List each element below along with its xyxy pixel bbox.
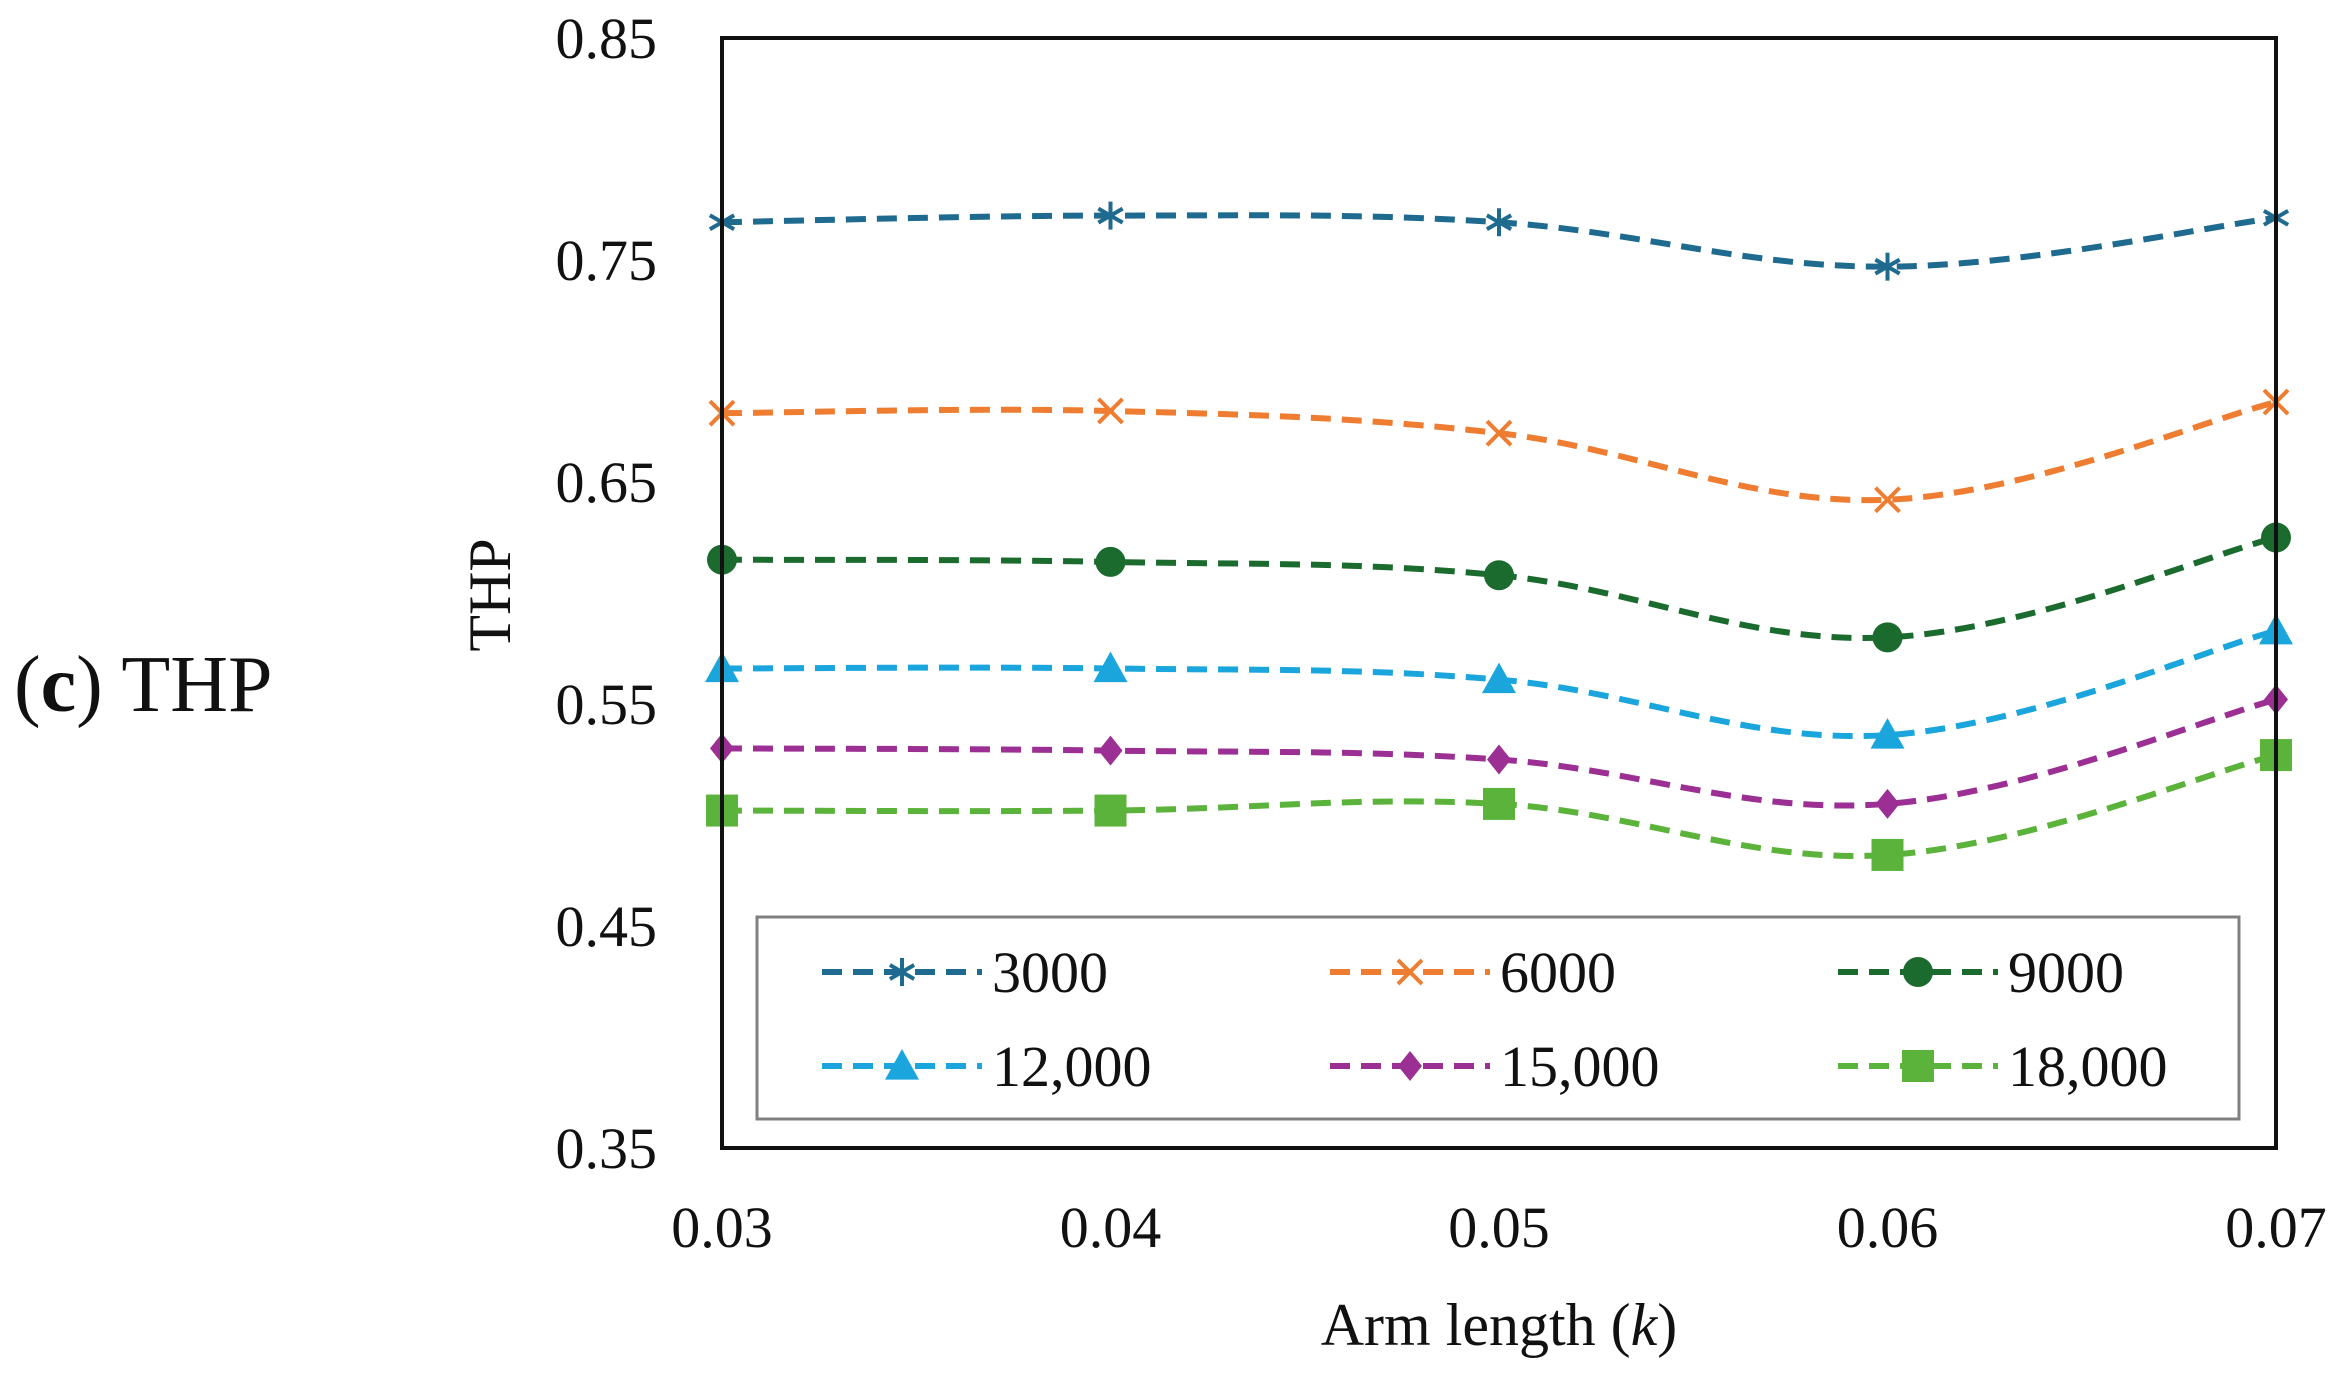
data-point <box>1484 560 1514 591</box>
data-point <box>1482 662 1516 694</box>
series-3000 <box>708 201 2290 281</box>
data-point <box>1095 546 1126 577</box>
data-point <box>1872 622 1903 653</box>
legend-marker <box>885 1049 919 1080</box>
x-tick-label: 0.03 <box>671 1195 773 1260</box>
y-axis-label: THP <box>457 538 523 651</box>
panel-paren-open: ( <box>14 641 41 729</box>
legend-items: 3000 6000 9000 12,000 15,000 18,000 <box>822 940 2168 1099</box>
legend-box <box>755 915 2241 1121</box>
data-point <box>1874 486 1901 514</box>
legend-marker <box>1396 958 1424 986</box>
data-point <box>1870 718 1905 749</box>
data-point <box>1483 787 1515 820</box>
data-point <box>1093 651 1128 683</box>
legend-label: 6000 <box>1500 940 1616 1005</box>
x-tick-label: 0.06 <box>1837 1195 1939 1260</box>
x-axis-label-var: k <box>1631 1292 1659 1358</box>
x-tick-label: 0.04 <box>1060 1195 1162 1260</box>
series-9000 <box>707 522 2291 653</box>
data-point <box>1875 788 1900 819</box>
data-point <box>1487 744 1511 775</box>
series-12000 <box>705 613 2293 749</box>
panel-label: (c) THP <box>14 640 273 731</box>
y-tick-label: 0.55 <box>556 672 658 737</box>
legend-marker <box>1902 1050 1934 1082</box>
data-point <box>1485 208 1513 237</box>
legend-item-18000: 18,000 <box>1838 1034 2168 1099</box>
y-tick-label: 0.45 <box>556 894 658 959</box>
panel-paren-close: ) <box>76 641 103 729</box>
panel-title: THP <box>121 641 273 729</box>
panel-letter: c <box>40 641 77 729</box>
y-tick-label: 0.85 <box>556 6 658 71</box>
x-tick-label: 0.05 <box>1448 1195 1550 1260</box>
legend-marker <box>1398 1051 1422 1081</box>
legend-label: 3000 <box>992 940 1108 1005</box>
legend-label: 9000 <box>2008 940 2124 1005</box>
legend-item-12000: 12,000 <box>822 1034 1152 1099</box>
y-axis-ticks: 0.35 0.45 0.55 0.65 0.75 0.85 <box>556 6 658 1181</box>
data-point <box>1097 201 1124 230</box>
legend-item-9000: 9000 <box>1838 940 2124 1005</box>
series-15000 <box>710 684 2288 819</box>
legend-item-6000: 6000 <box>1330 940 1616 1005</box>
x-tick-label: 0.07 <box>2225 1195 2327 1260</box>
data-point <box>1098 735 1123 766</box>
legend-label: 15,000 <box>1500 1034 1660 1099</box>
y-tick-label: 0.35 <box>556 1116 658 1181</box>
series-6000 <box>708 388 2290 514</box>
data-point <box>1871 838 1904 871</box>
x-axis-label: Arm length (k) <box>1321 1292 1678 1358</box>
series-line <box>721 399 2277 504</box>
y-tick-label: 0.75 <box>556 228 658 293</box>
data-point <box>1097 397 1124 425</box>
plot-area-frame <box>720 36 2278 1150</box>
legend-label: 12,000 <box>992 1034 1152 1099</box>
data-point <box>1874 252 1901 281</box>
x-axis-ticks: 0.03 0.04 0.05 0.06 0.07 <box>671 1195 2327 1260</box>
x-axis-label-text: Arm length ( <box>1321 1292 1631 1358</box>
y-tick-label: 0.65 <box>556 450 658 515</box>
x-axis-label-close: ) <box>1657 1292 1677 1358</box>
data-point <box>1485 419 1513 447</box>
legend: 3000 6000 9000 12,000 15,000 18,000 <box>755 915 2241 1121</box>
data-point <box>1094 794 1127 827</box>
legend-item-15000: 15,000 <box>1330 1034 1660 1099</box>
series-layer <box>705 201 2293 871</box>
legend-marker <box>1903 957 1933 987</box>
legend-marker <box>888 958 916 986</box>
legend-label: 18,000 <box>2008 1034 2168 1099</box>
legend-item-3000: 3000 <box>822 940 1108 1005</box>
